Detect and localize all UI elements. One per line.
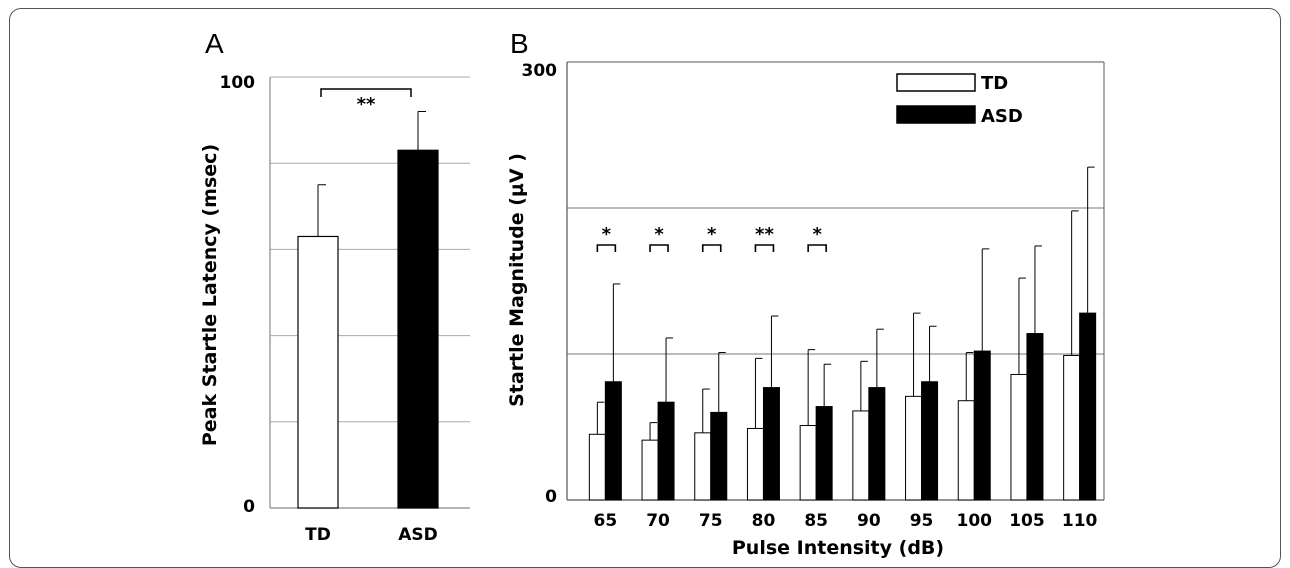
panel-b-x-axis-title: Pulse Intensity (dB) [732,537,944,558]
panel-a-bar-asd [397,149,439,509]
panel-b-bar-td-75 [694,432,712,501]
panel-b-bar-td-105 [1010,373,1028,501]
panel-b-bar-asd-70 [657,401,675,501]
panel-b-bar-asd-100 [973,350,991,501]
panel-b-bar-td-85 [799,425,817,501]
panel-b-bar-asd-95 [921,381,939,501]
panel-b-xtick-90: 90 [857,511,881,531]
panel-b-letter: B [510,28,529,59]
panel-a-chart: TD ASD [269,76,470,545]
panel-b-xtick-95: 95 [910,511,934,531]
panel-a-y-axis-title: Peak Startle Latency (msec) [199,144,221,446]
panel-b-ytick-300: 300 [522,61,558,81]
panel-b-significance-label-65: * [602,224,612,245]
panel-b-bar-asd-75 [710,411,728,501]
panel-a-xtick-td: TD [305,525,331,545]
panel-b-bar-td-110 [1063,354,1081,501]
panel-a-letter: A [205,28,224,59]
panel-a-bar-td [297,235,339,509]
panel-a-ytick-0: 0 [243,497,255,517]
panel-b-bar-asd-110 [1079,312,1097,501]
panel-b-bar-td-90 [852,410,870,501]
panel-a-significance-label: ** [357,94,376,115]
panel-a-xtick-asd: ASD [398,525,438,545]
panel-b-chart: 65 70 75 80 85 90 95 100 105 110* * * ** * [566,61,1105,531]
panel-a-significance-bracket [320,88,412,97]
panel-b-bar-asd-85 [815,406,833,501]
panel-b-xtick-70: 70 [646,511,670,531]
panel-b-ytick-0: 0 [545,487,557,507]
panel-b-significance-bracket-75 [701,244,722,252]
panel-b-y-axis-title: Startle Magnitude (µV ) [506,153,528,407]
panel-b-bar-td-65 [588,433,606,501]
panel-b-bar-asd-80 [762,387,780,501]
panel-b-xtick-105: 105 [1009,511,1045,531]
panel-b-xtick-85: 85 [804,511,828,531]
panel-b-xtick-110: 110 [1062,511,1098,531]
panel-b-significance-label-70: * [654,224,664,245]
panel-b-bar-td-70 [641,439,659,501]
legend-swatch-td [896,73,976,92]
legend-label-td: TD [981,73,1008,94]
panel-b-xtick-65: 65 [594,511,618,531]
panel-b-significance-bracket-70 [649,244,669,252]
panel-b-significance-label-85: * [812,224,822,245]
panel-b-bar-asd-105 [1026,333,1044,501]
panel-a-ytick-100: 100 [220,73,256,93]
panel-b-xtick-75: 75 [699,511,723,531]
panel-b-bar-td-100 [957,400,975,501]
panel-b-bar-asd-65 [604,381,622,501]
panel-b-significance-label-75: * [707,224,717,245]
panel-b-bar-td-80 [746,427,764,501]
panel-b-legend: TD ASD [896,73,1023,127]
panel-b-significance-bracket-85 [807,244,827,252]
panel-b-significance-label-80: ** [755,224,774,245]
panel-b-bar-td-95 [905,395,923,501]
panel-b-bar-asd-90 [868,387,886,501]
panel-b-significance-bracket-80 [754,244,775,252]
panel-b-xtick-80: 80 [752,511,776,531]
legend-swatch-asd [896,105,976,124]
legend-label-asd: ASD [981,106,1023,127]
panel-b-significance-bracket-65 [596,244,617,252]
panel-b-xtick-100: 100 [957,511,993,531]
